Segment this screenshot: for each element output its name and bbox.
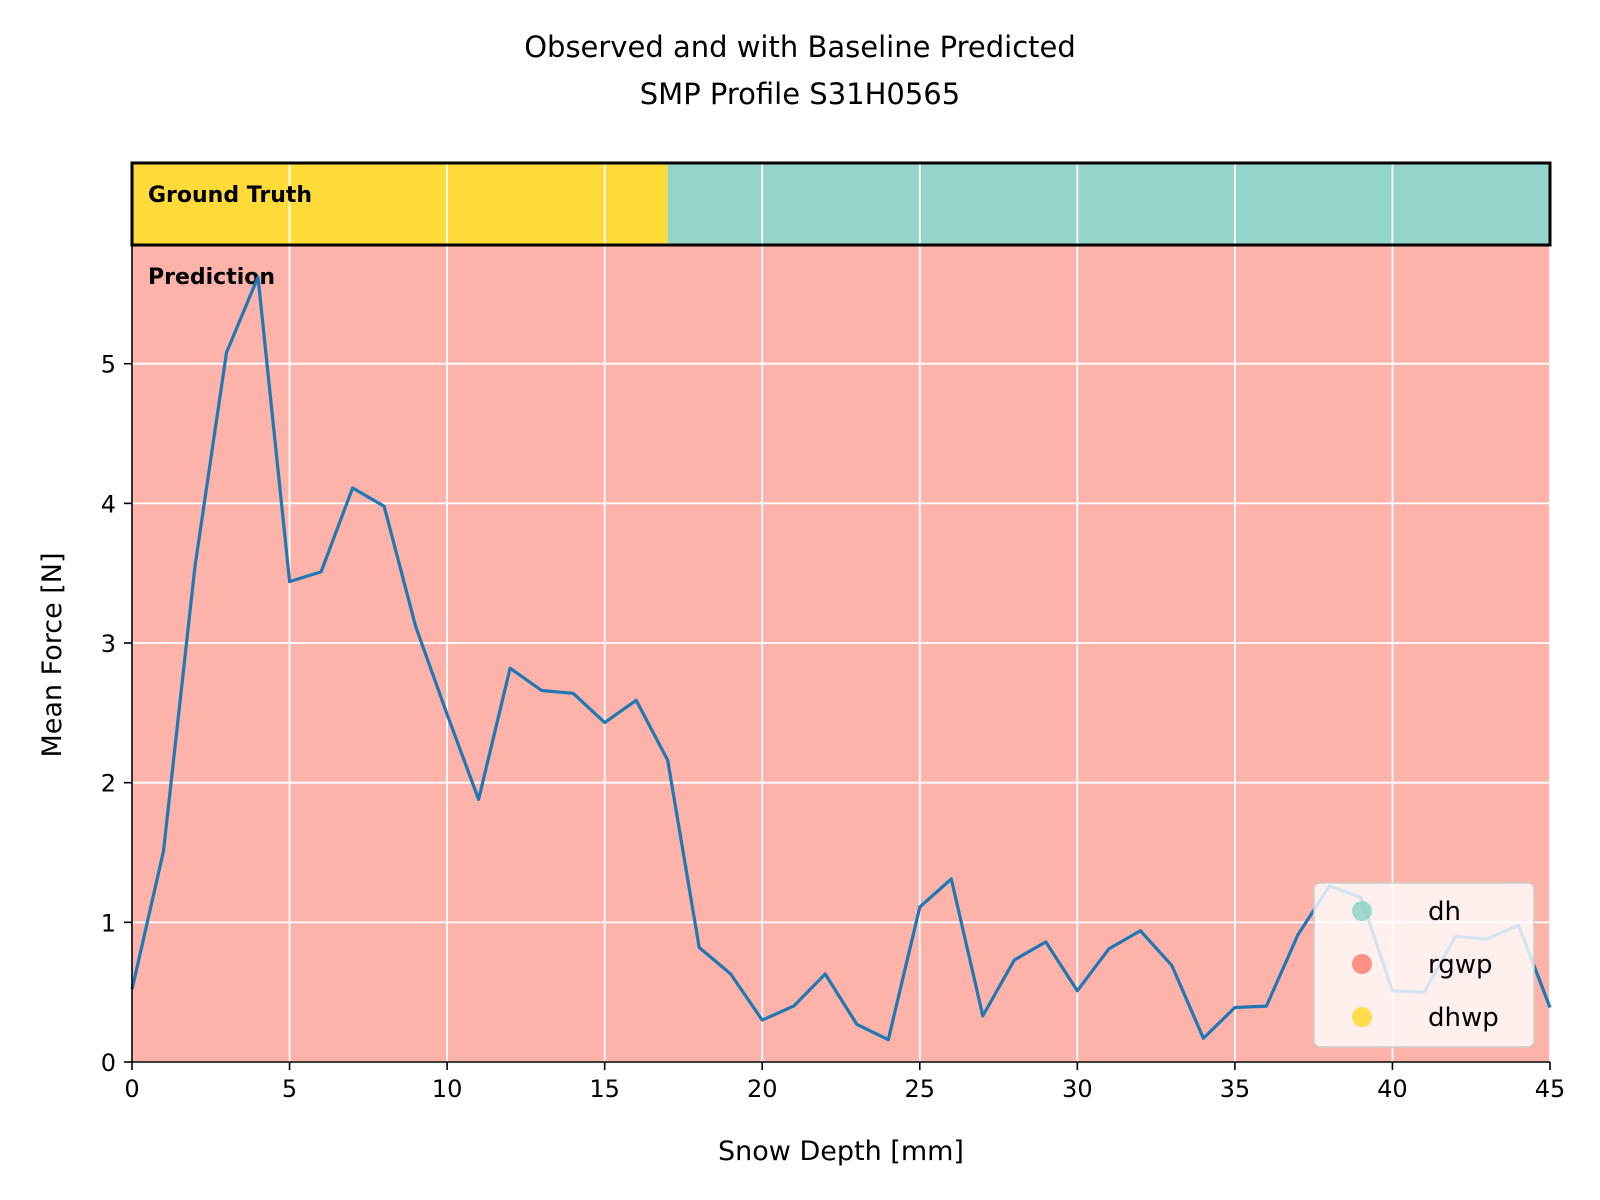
y-tick-label: 4 — [101, 490, 116, 518]
chart-title-line1: Observed and with Baseline Predicted — [524, 30, 1076, 64]
x-ticks: 0 5 10 15 20 25 30 35 40 45 — [124, 1062, 1565, 1103]
x-tick-label: 20 — [747, 1075, 778, 1103]
x-tick-label: 25 — [905, 1075, 936, 1103]
x-tick-label: 0 — [124, 1075, 139, 1103]
legend: dh rgwp dhwp — [1313, 882, 1535, 1048]
legend-marker-dh — [1352, 901, 1372, 921]
legend-label-dhwp: dhwp — [1428, 1003, 1499, 1033]
ground-truth-frame — [130, 161, 1552, 247]
legend-box — [1313, 882, 1535, 1048]
x-tick-label: 35 — [1220, 1075, 1251, 1103]
x-tick-label: 10 — [432, 1075, 463, 1103]
axes — [131, 245, 1550, 1063]
x-axis-label: Snow Depth [mm] — [718, 1136, 964, 1167]
legend-marker-rgwp — [1352, 954, 1372, 974]
ground-truth-segment-dhwp — [132, 163, 668, 245]
y-tick-label: 3 — [101, 630, 116, 658]
x-tick-label: 45 — [1535, 1075, 1566, 1103]
y-tick-label: 2 — [101, 770, 116, 798]
y-tick-label: 0 — [101, 1049, 116, 1077]
ground-truth-label: Ground Truth — [148, 183, 312, 208]
x-tick-label: 5 — [282, 1075, 297, 1103]
x-tick-label: 15 — [589, 1075, 620, 1103]
chart-title-line2: SMP Profile S31H0565 — [640, 77, 960, 111]
ground-truth-segment-dh — [667, 163, 1550, 245]
y-tick-label: 5 — [101, 351, 116, 379]
prediction-label: Prediction — [148, 265, 275, 290]
x-tick-label: 30 — [1062, 1075, 1093, 1103]
y-axis-label: Mean Force [N] — [37, 552, 68, 757]
y-tick-label: 1 — [101, 909, 116, 937]
legend-label-dh: dh — [1428, 897, 1461, 927]
x-tick-label: 40 — [1377, 1075, 1408, 1103]
legend-marker-dhwp — [1352, 1007, 1372, 1027]
legend-label-rgwp: rgwp — [1428, 950, 1493, 980]
y-ticks: 0 1 2 3 4 5 — [101, 351, 132, 1077]
ground-truth-band — [132, 163, 1550, 245]
